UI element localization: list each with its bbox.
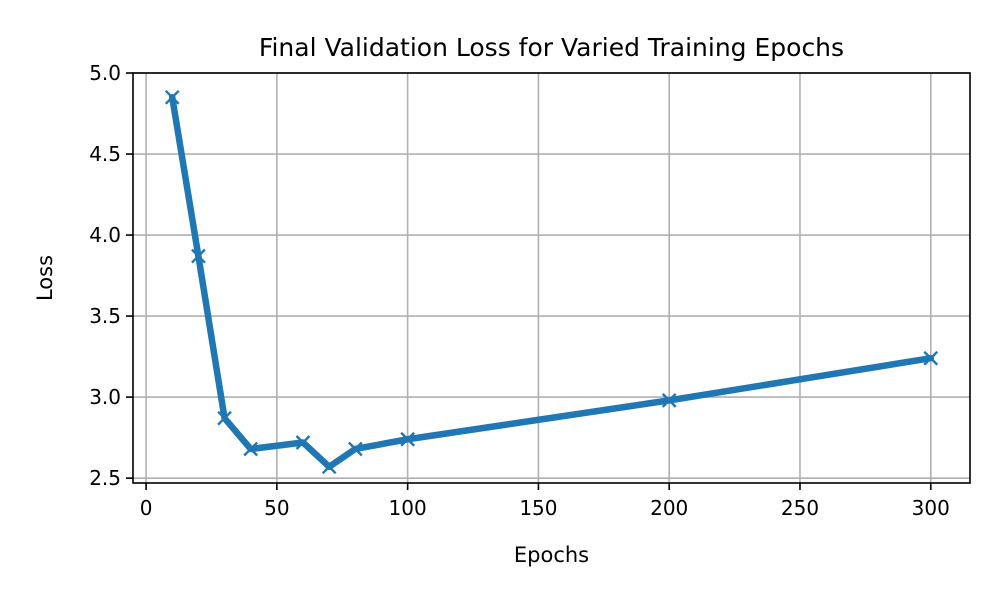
x-tick-label: 200 bbox=[650, 496, 688, 520]
data-point-marker bbox=[661, 393, 677, 408]
y-axis-label: Loss bbox=[33, 255, 57, 301]
data-point-marker bbox=[347, 441, 363, 457]
data-point-marker bbox=[923, 350, 939, 366]
y-tick-label: 3.0 bbox=[89, 385, 121, 409]
x-tick-label: 300 bbox=[912, 496, 950, 520]
plot-frame bbox=[132, 72, 971, 484]
data-point-marker bbox=[164, 89, 180, 105]
chart-title: Final Validation Loss for Varied Trainin… bbox=[259, 33, 844, 62]
ticks: 0 50 100 150 200 250 300 2.5 3.0 3.5 4.0 4.5 5.0 bbox=[89, 61, 950, 520]
x-tick-label: 250 bbox=[781, 496, 819, 520]
series-layer bbox=[164, 89, 939, 475]
data-point-marker bbox=[321, 459, 337, 475]
y-tick-label: 3.5 bbox=[89, 304, 121, 328]
y-tick-label: 5.0 bbox=[89, 61, 121, 85]
x-tick-label: 150 bbox=[519, 496, 557, 520]
data-point-marker bbox=[243, 441, 259, 457]
data-point-marker bbox=[191, 248, 206, 264]
x-axis-label: Epochs bbox=[514, 543, 589, 567]
y-tick-label: 4.5 bbox=[89, 142, 121, 166]
data-point-marker bbox=[400, 431, 415, 447]
x-tick-label: 50 bbox=[264, 496, 289, 520]
series-line bbox=[168, 94, 935, 471]
data-point-marker bbox=[217, 410, 232, 426]
data-point-marker bbox=[295, 435, 311, 450]
y-tick-label: 4.0 bbox=[89, 223, 121, 247]
grid bbox=[133, 72, 970, 483]
x-tick-label: 100 bbox=[389, 496, 427, 520]
y-tick-label: 2.5 bbox=[89, 466, 121, 490]
x-tick-label: 0 bbox=[140, 496, 153, 520]
